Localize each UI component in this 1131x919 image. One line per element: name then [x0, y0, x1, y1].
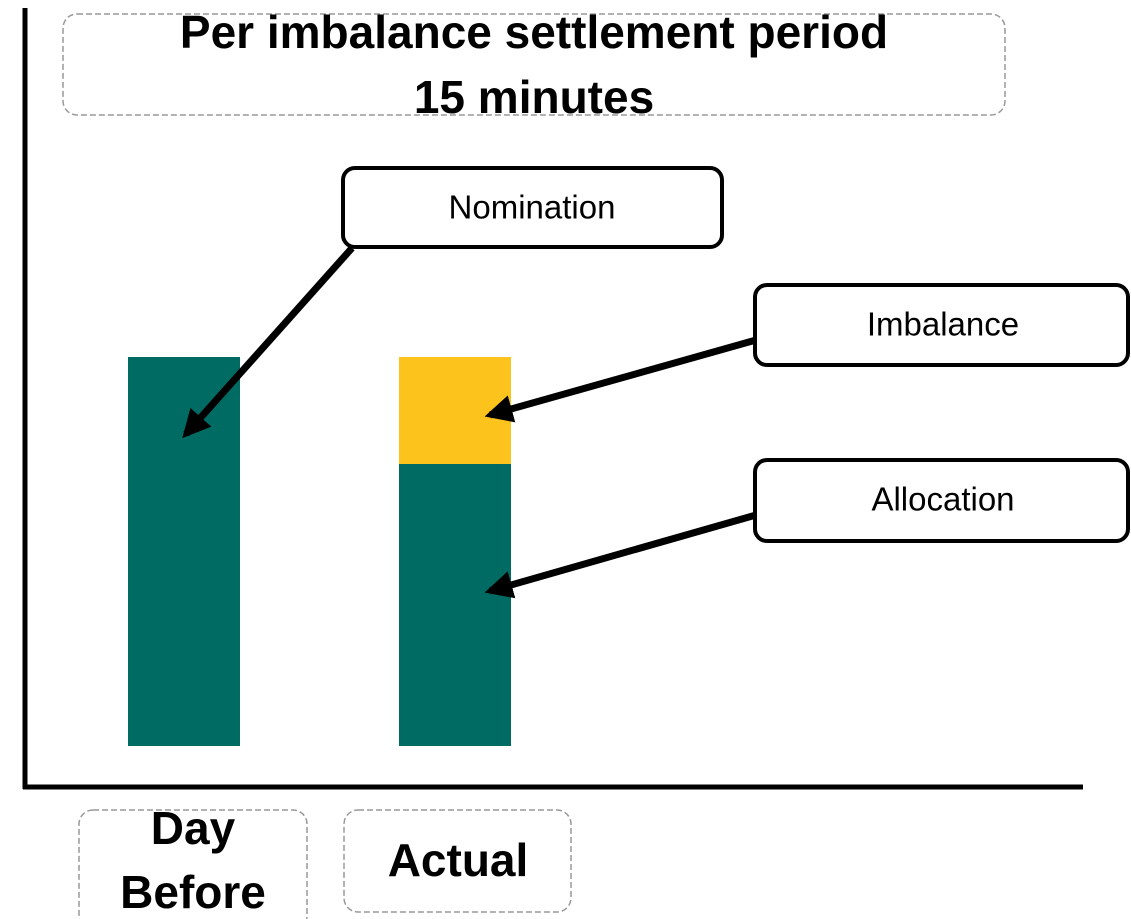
- category-box: [343, 809, 572, 913]
- title-box: [62, 13, 1006, 116]
- category-label: Before: [120, 866, 266, 918]
- arrow: [182, 245, 355, 439]
- callout-box: [753, 283, 1130, 367]
- title-line: Per imbalance settlement period: [180, 6, 888, 58]
- callout-label: Imbalance: [867, 306, 1019, 343]
- callout-box: [341, 166, 724, 249]
- callout-label: Nomination: [449, 189, 616, 226]
- category-label: Day: [151, 802, 236, 854]
- arrow: [484, 336, 757, 423]
- category-label: Actual: [388, 834, 529, 886]
- category-box: [78, 809, 308, 919]
- bar-day-before: [128, 357, 240, 746]
- arrow: [484, 511, 757, 599]
- bar-allocation: [399, 464, 511, 746]
- title-line: 15 minutes: [414, 71, 654, 123]
- callout-label: Allocation: [871, 481, 1014, 518]
- callout-box: [753, 458, 1130, 543]
